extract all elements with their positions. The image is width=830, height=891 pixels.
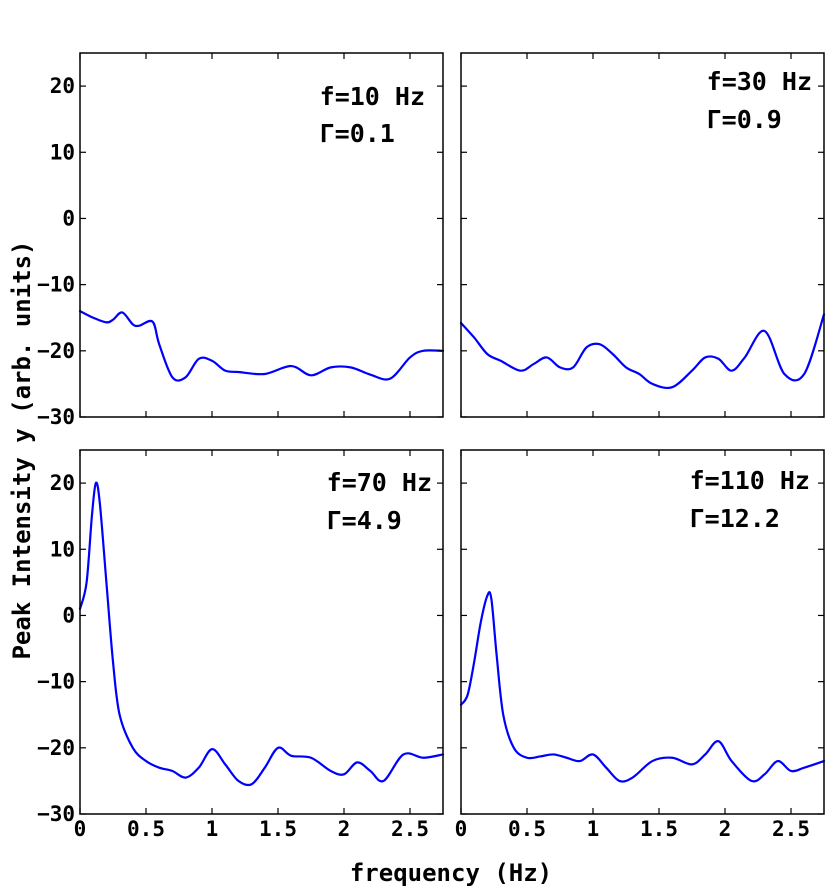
series-line <box>78 310 445 382</box>
y-tick-label: −30 <box>37 405 75 429</box>
plot-frame <box>79 52 444 418</box>
panel-3: −30 −20 −10 0 10 20 0 0.5 1 1.5 2 2.5 f=70 Hz Γ=4.9 <box>37 449 445 841</box>
x-tick-label: 2 <box>719 817 732 841</box>
panel-4: 0 0.5 1 1.5 2 2.5 f=110 Hz Γ=12.2 <box>455 449 826 841</box>
x-tick-label: 0.5 <box>127 817 165 841</box>
y-tick-label: −10 <box>37 273 75 297</box>
panel-2: f=30 Hz Γ=0.9 <box>459 52 826 418</box>
y-tick-label: 20 <box>50 471 75 495</box>
y-tick-label: −10 <box>37 670 75 694</box>
plot-frame <box>460 449 825 815</box>
x-tick-label: 2.5 <box>772 817 810 841</box>
y-tick-label: −20 <box>37 339 75 363</box>
y-tick-label: 0 <box>62 206 75 230</box>
y-tick-label: −30 <box>37 802 75 826</box>
x-tick-label: 0 <box>455 817 468 841</box>
gamma-annotation: Γ=0.9 <box>707 105 782 134</box>
y-tick-label: −20 <box>37 736 75 760</box>
x-tick-label: 0.5 <box>508 817 546 841</box>
gamma-annotation: Γ=0.1 <box>320 119 395 148</box>
y-tick-label: 10 <box>50 537 75 561</box>
frequency-annotation: f=30 Hz <box>707 67 812 96</box>
x-axis-title: frequency (Hz) <box>350 859 552 887</box>
frequency-annotation: f=70 Hz <box>327 468 432 497</box>
series-line <box>78 481 445 787</box>
y-tick-label: 10 <box>50 140 75 164</box>
frequency-annotation: f=10 Hz <box>320 82 425 111</box>
series-line <box>459 313 826 390</box>
gamma-annotation: Γ=12.2 <box>690 504 780 533</box>
panel-1: −30 −20 −10 0 10 20 f=10 Hz Γ=0.1 <box>37 52 445 429</box>
gamma-annotation: Γ=4.9 <box>327 506 402 535</box>
x-tick-label: 2 <box>338 817 351 841</box>
plot-frame <box>460 52 825 418</box>
series-line <box>459 590 826 783</box>
x-tick-label: 0 <box>74 817 87 841</box>
x-tick-label: 1 <box>206 817 219 841</box>
x-tick-label: 1.5 <box>640 817 678 841</box>
plot-frame <box>79 449 444 815</box>
frequency-annotation: f=110 Hz <box>690 466 810 495</box>
y-tick-label: 0 <box>62 603 75 627</box>
y-tick-label: 20 <box>50 74 75 98</box>
x-tick-label: 2.5 <box>391 817 429 841</box>
y-axis-title: Peak Intensity y (arb. units) <box>8 240 36 659</box>
x-tick-label: 1 <box>587 817 600 841</box>
x-tick-label: 1.5 <box>259 817 297 841</box>
